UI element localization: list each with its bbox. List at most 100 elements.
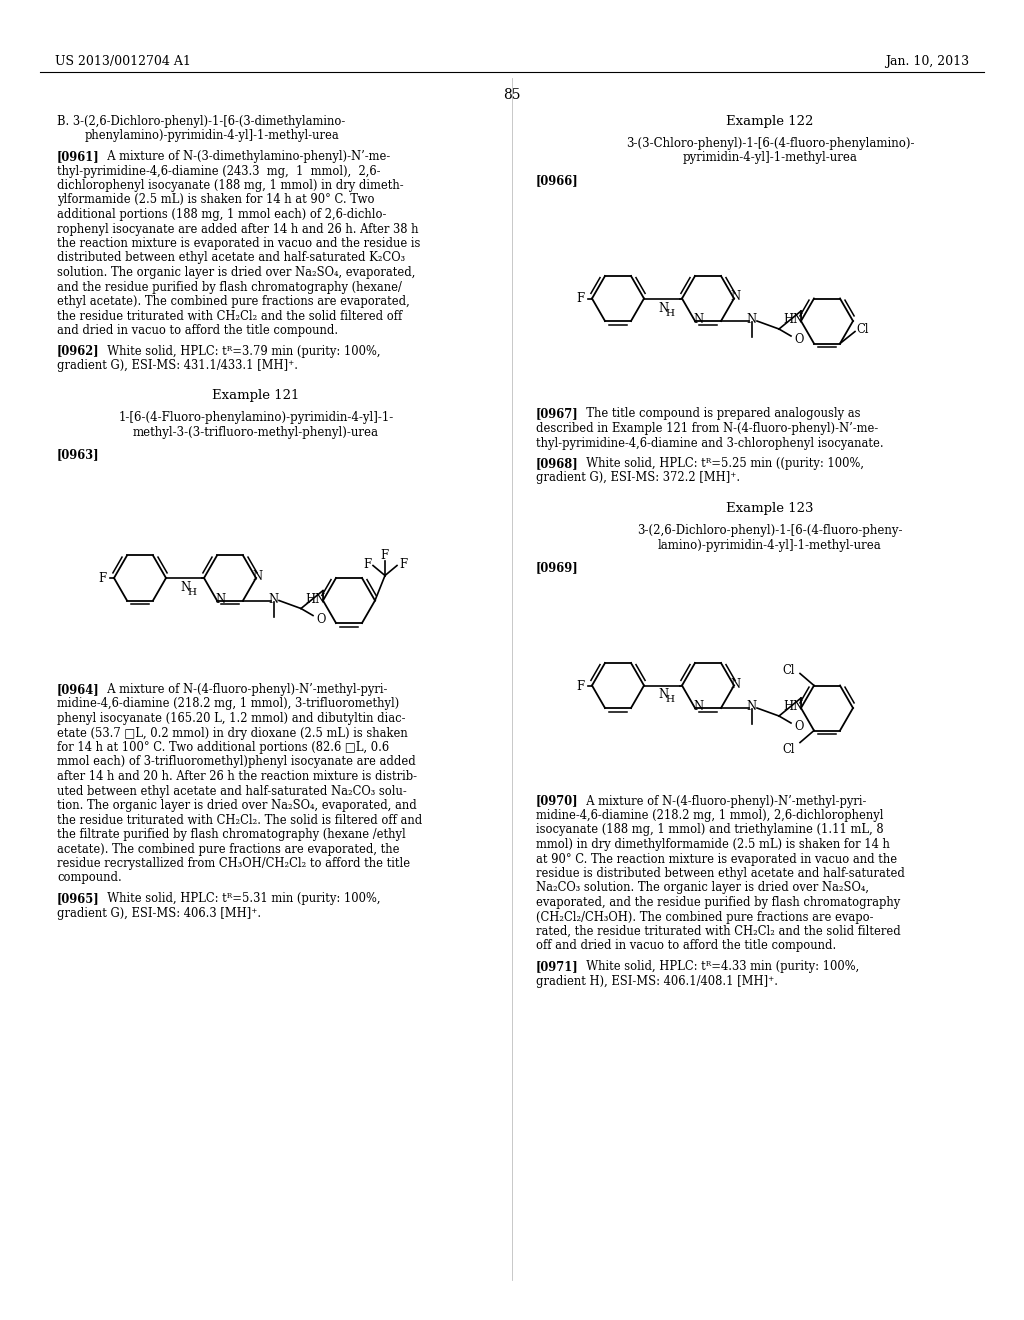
Text: after 14 h and 20 h. After 26 h the reaction mixture is distrib-: after 14 h and 20 h. After 26 h the reac… (57, 770, 417, 783)
Text: [0965]: [0965] (57, 892, 99, 906)
Text: at 90° C. The reaction mixture is evaporated in vacuo and the: at 90° C. The reaction mixture is evapor… (536, 853, 897, 866)
Text: phenyl isocyanate (165.20 L, 1.2 mmol) and dibutyltin diac-: phenyl isocyanate (165.20 L, 1.2 mmol) a… (57, 711, 406, 725)
Text: dichlorophenyl isocyanate (188 mg, 1 mmol) in dry dimeth-: dichlorophenyl isocyanate (188 mg, 1 mmo… (57, 180, 403, 191)
Text: F: F (399, 557, 408, 570)
Text: O: O (794, 333, 804, 346)
Text: (CH₂Cl₂/CH₃OH). The combined pure fractions are evapo-: (CH₂Cl₂/CH₃OH). The combined pure fracti… (536, 911, 873, 924)
Text: mmol each) of 3-trifluoromethyl)phenyl isocyanate are added: mmol each) of 3-trifluoromethyl)phenyl i… (57, 755, 416, 768)
Text: phenylamino)-pyrimidin-4-yl]-1-methyl-urea: phenylamino)-pyrimidin-4-yl]-1-methyl-ur… (85, 129, 340, 143)
Text: N: N (693, 313, 703, 326)
Text: gradient G), ESI-MS: 372.2 [MH]⁺.: gradient G), ESI-MS: 372.2 [MH]⁺. (536, 471, 740, 484)
Text: A mixture of N-(4-fluoro-phenyl)-N’-methyl-pyri-: A mixture of N-(4-fluoro-phenyl)-N’-meth… (579, 795, 866, 808)
Text: for 14 h at 100° C. Two additional portions (82.6 □L, 0.6: for 14 h at 100° C. Two additional porti… (57, 741, 389, 754)
Text: Cl: Cl (782, 743, 795, 755)
Text: 3-(2,6-Dichloro-phenyl)-1-[6-(4-fluoro-pheny-: 3-(2,6-Dichloro-phenyl)-1-[6-(4-fluoro-p… (637, 524, 903, 537)
Text: [0970]: [0970] (536, 795, 579, 808)
Text: and the residue purified by flash chromatography (hexane/: and the residue purified by flash chroma… (57, 281, 401, 293)
Text: Cl: Cl (782, 664, 795, 677)
Text: [0971]: [0971] (536, 960, 579, 973)
Text: HN: HN (783, 700, 803, 713)
Text: White solid, HPLC: tᴿ=5.31 min (purity: 100%,: White solid, HPLC: tᴿ=5.31 min (purity: … (100, 892, 381, 906)
Text: N: N (693, 700, 703, 713)
Text: rated, the residue triturated with CH₂Cl₂ and the solid filtered: rated, the residue triturated with CH₂Cl… (536, 925, 901, 939)
Text: evaporated, and the residue purified by flash chromatography: evaporated, and the residue purified by … (536, 896, 900, 909)
Text: 1-[6-(4-Fluoro-phenylamino)-pyrimidin-4-yl]-1-: 1-[6-(4-Fluoro-phenylamino)-pyrimidin-4-… (119, 412, 393, 425)
Text: ethyl acetate). The combined pure fractions are evaporated,: ethyl acetate). The combined pure fracti… (57, 294, 410, 308)
Text: additional portions (188 mg, 1 mmol each) of 2,6-dichlo-: additional portions (188 mg, 1 mmol each… (57, 209, 386, 220)
Text: N: N (746, 313, 756, 326)
Text: F: F (575, 293, 584, 305)
Text: [0962]: [0962] (57, 345, 99, 358)
Text: and dried in vacuo to afford the title compound.: and dried in vacuo to afford the title c… (57, 323, 338, 337)
Text: the reaction mixture is evaporated in vacuo and the residue is: the reaction mixture is evaporated in va… (57, 238, 421, 249)
Text: rophenyl isocyanate are added after 14 h and 26 h. After 38 h: rophenyl isocyanate are added after 14 h… (57, 223, 419, 235)
Text: N: N (730, 290, 740, 304)
Text: tion. The organic layer is dried over Na₂SO₄, evaporated, and: tion. The organic layer is dried over Na… (57, 799, 417, 812)
Text: White solid, HPLC: tᴿ=5.25 min ((purity: 100%,: White solid, HPLC: tᴿ=5.25 min ((purity:… (579, 457, 864, 470)
Text: midine-4,6-diamine (218.2 mg, 1 mmol), 3-trifluoromethyl): midine-4,6-diamine (218.2 mg, 1 mmol), 3… (57, 697, 399, 710)
Text: the residue triturated with CH₂Cl₂ and the solid filtered off: the residue triturated with CH₂Cl₂ and t… (57, 309, 402, 322)
Text: H: H (665, 696, 674, 705)
Text: H: H (187, 587, 196, 597)
Text: uted between ethyl acetate and half-saturated Na₂CO₃ solu-: uted between ethyl acetate and half-satu… (57, 784, 407, 797)
Text: 85: 85 (503, 88, 521, 102)
Text: isocyanate (188 mg, 1 mmol) and triethylamine (1.11 mL, 8: isocyanate (188 mg, 1 mmol) and triethyl… (536, 824, 884, 837)
Text: Jan. 10, 2013: Jan. 10, 2013 (885, 55, 969, 69)
Text: HN: HN (783, 313, 803, 326)
Text: described in Example 121 from N-(4-fluoro-phenyl)-N’-me-: described in Example 121 from N-(4-fluor… (536, 422, 879, 436)
Text: acetate). The combined pure fractions are evaporated, the: acetate). The combined pure fractions ar… (57, 842, 399, 855)
Text: The title compound is prepared analogously as: The title compound is prepared analogous… (579, 408, 860, 421)
Text: [0966]: [0966] (536, 174, 579, 187)
Text: gradient G), ESI-MS: 406.3 [MH]⁺.: gradient G), ESI-MS: 406.3 [MH]⁺. (57, 907, 261, 920)
Text: N: N (252, 570, 262, 583)
Text: Example 122: Example 122 (726, 115, 814, 128)
Text: White solid, HPLC: tᴿ=3.79 min (purity: 100%,: White solid, HPLC: tᴿ=3.79 min (purity: … (100, 345, 381, 358)
Text: Example 121: Example 121 (212, 389, 300, 403)
Text: thyl-pyrimidine-4,6-diamine and 3-chlorophenyl isocyanate.: thyl-pyrimidine-4,6-diamine and 3-chloro… (536, 437, 884, 450)
Text: residue recrystallized from CH₃OH/CH₂Cl₂ to afford the title: residue recrystallized from CH₃OH/CH₂Cl₂… (57, 857, 411, 870)
Text: N: N (215, 593, 225, 606)
Text: pyrimidin-4-yl]-1-methyl-urea: pyrimidin-4-yl]-1-methyl-urea (683, 152, 857, 165)
Text: Example 123: Example 123 (726, 502, 814, 515)
Text: A mixture of N-(4-fluoro-phenyl)-N’-methyl-pyri-: A mixture of N-(4-fluoro-phenyl)-N’-meth… (100, 682, 387, 696)
Text: [0961]: [0961] (57, 150, 99, 162)
Text: mmol) in dry dimethylformamide (2.5 mL) is shaken for 14 h: mmol) in dry dimethylformamide (2.5 mL) … (536, 838, 890, 851)
Text: F: F (575, 680, 584, 693)
Text: N: N (730, 677, 740, 690)
Text: A mixture of N-(3-dimethylamino-phenyl)-N’-me-: A mixture of N-(3-dimethylamino-phenyl)-… (100, 150, 390, 162)
Text: [0967]: [0967] (536, 408, 579, 421)
Text: F: F (362, 557, 371, 570)
Text: O: O (316, 612, 326, 626)
Text: gradient H), ESI-MS: 406.1/408.1 [MH]⁺.: gradient H), ESI-MS: 406.1/408.1 [MH]⁺. (536, 974, 778, 987)
Text: F: F (380, 549, 388, 561)
Text: [0963]: [0963] (57, 449, 99, 462)
Text: gradient G), ESI-MS: 431.1/433.1 [MH]⁺.: gradient G), ESI-MS: 431.1/433.1 [MH]⁺. (57, 359, 298, 372)
Text: Cl: Cl (856, 322, 868, 335)
Text: 3-(3-Chloro-phenyl)-1-[6-(4-fluoro-phenylamino)-: 3-(3-Chloro-phenyl)-1-[6-(4-fluoro-pheny… (626, 137, 914, 150)
Text: N: N (180, 581, 190, 594)
Text: the residue triturated with CH₂Cl₂. The solid is filtered off and: the residue triturated with CH₂Cl₂. The … (57, 813, 422, 826)
Text: solution. The organic layer is dried over Na₂SO₄, evaporated,: solution. The organic layer is dried ove… (57, 267, 416, 279)
Text: Na₂CO₃ solution. The organic layer is dried over Na₂SO₄,: Na₂CO₃ solution. The organic layer is dr… (536, 882, 869, 895)
Text: midine-4,6-diamine (218.2 mg, 1 mmol), 2,6-dichlorophenyl: midine-4,6-diamine (218.2 mg, 1 mmol), 2… (536, 809, 884, 822)
Text: O: O (794, 719, 804, 733)
Text: US 2013/0012704 A1: US 2013/0012704 A1 (55, 55, 190, 69)
Text: B. 3-(2,6-Dichloro-phenyl)-1-[6-(3-dimethylamino-: B. 3-(2,6-Dichloro-phenyl)-1-[6-(3-dimet… (57, 115, 345, 128)
Text: N: N (658, 689, 668, 701)
Text: ylformamide (2.5 mL) is shaken for 14 h at 90° C. Two: ylformamide (2.5 mL) is shaken for 14 h … (57, 194, 375, 206)
Text: N: N (746, 700, 756, 713)
Text: thyl-pyrimidine-4,6-diamine (243.3  mg,  1  mmol),  2,6-: thyl-pyrimidine-4,6-diamine (243.3 mg, 1… (57, 165, 381, 177)
Text: F: F (98, 572, 106, 585)
Text: HN: HN (305, 593, 326, 606)
Text: etate (53.7 □L, 0.2 mmol) in dry dioxane (2.5 mL) is shaken: etate (53.7 □L, 0.2 mmol) in dry dioxane… (57, 726, 408, 739)
Text: distributed between ethyl acetate and half-saturated K₂CO₃: distributed between ethyl acetate and ha… (57, 252, 406, 264)
Text: H: H (665, 309, 674, 318)
Text: [0964]: [0964] (57, 682, 99, 696)
Text: methyl-3-(3-trifluoro-methyl-phenyl)-urea: methyl-3-(3-trifluoro-methyl-phenyl)-ure… (133, 426, 379, 440)
Text: lamino)-pyrimidin-4-yl]-1-methyl-urea: lamino)-pyrimidin-4-yl]-1-methyl-urea (658, 539, 882, 552)
Text: off and dried in vacuo to afford the title compound.: off and dried in vacuo to afford the tit… (536, 940, 837, 953)
Text: [0969]: [0969] (536, 561, 579, 574)
Text: N: N (658, 301, 668, 314)
Text: residue is distributed between ethyl acetate and half-saturated: residue is distributed between ethyl ace… (536, 867, 905, 880)
Text: the filtrate purified by flash chromatography (hexane /ethyl: the filtrate purified by flash chromatog… (57, 828, 406, 841)
